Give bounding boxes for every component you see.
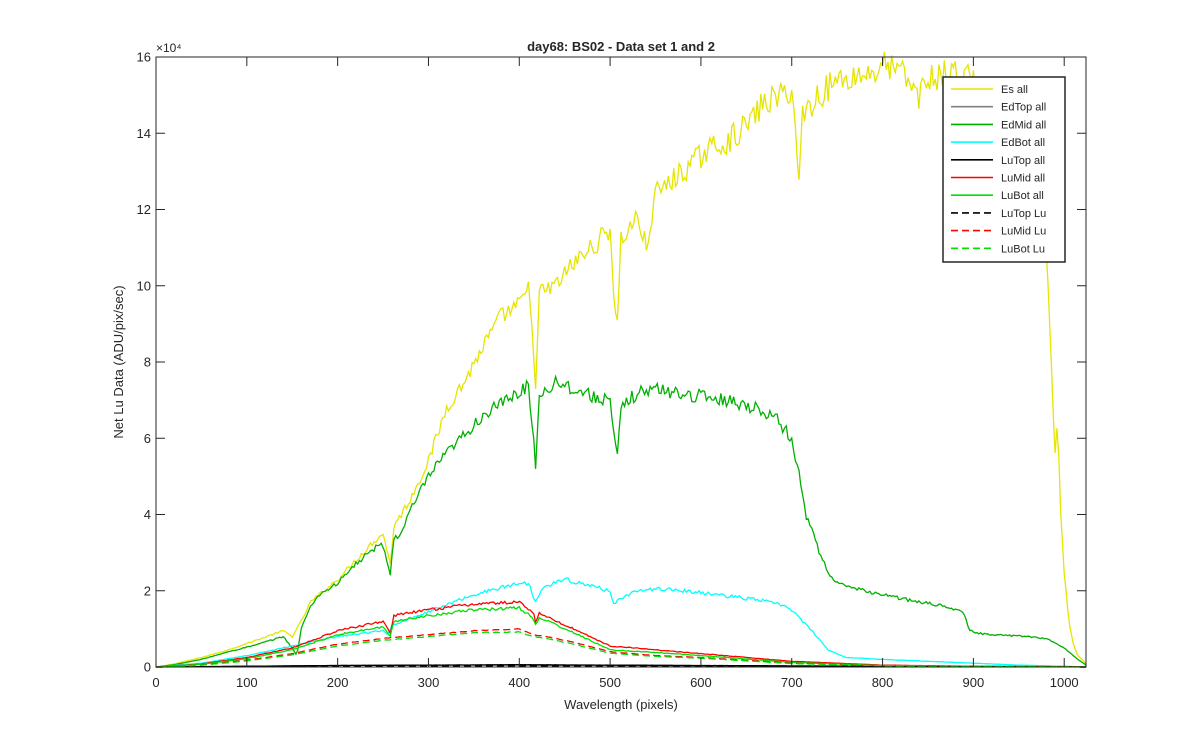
axis-ticks: 0 100 200 300 400 500 600 700 800 900 1000 0 2 4 6 8 10 1… <box>137 50 1086 690</box>
y-tick-label: 16 <box>137 50 151 65</box>
y-tick-label: 0 <box>144 660 151 675</box>
x-tick-label: 400 <box>508 675 530 690</box>
y-tick-label: 8 <box>144 355 151 370</box>
y-tick-label: 6 <box>144 431 151 446</box>
series-line-0 <box>155 51 1087 668</box>
legend-label: EdTop all <box>1001 102 1046 114</box>
y-tick-label: 14 <box>137 126 151 141</box>
x-tick-label: 100 <box>236 675 258 690</box>
legend-label: LuMid Lu <box>1001 226 1046 238</box>
chart-title: day68: BS02 - Data set 1 and 2 <box>527 39 715 54</box>
legend-label: LuTop Lu <box>1001 208 1046 220</box>
legend: Es all EdTop all EdMid all EdBot all LuTop a… <box>942 76 1066 263</box>
x-tick-label: 200 <box>327 675 349 690</box>
series-line-2 <box>155 374 1087 668</box>
y-tick-label: 2 <box>144 583 151 598</box>
legend-label: LuBot Lu <box>1001 243 1045 255</box>
x-tick-label: 800 <box>872 675 894 690</box>
series-line-8 <box>155 628 1086 668</box>
legend-label: LuMid all <box>1001 173 1045 185</box>
y-axis-exponent-label: ×10⁴ <box>156 41 182 55</box>
x-tick-label: 1000 <box>1050 675 1079 690</box>
y-axis-label: Net Lu Data (ADU/pix/sec) <box>111 285 126 438</box>
x-tick-label: 900 <box>963 675 985 690</box>
series-line-5 <box>155 600 1086 668</box>
y-tick-label: 12 <box>137 202 151 217</box>
x-axis-label: Wavelength (pixels) <box>564 697 678 712</box>
series-line-9 <box>155 631 1086 668</box>
x-tick-label: 600 <box>690 675 712 690</box>
y-tick-label: 10 <box>137 278 151 293</box>
series-line-6 <box>155 605 1086 668</box>
legend-label: LuBot all <box>1001 190 1044 202</box>
x-tick-label: 300 <box>418 675 440 690</box>
x-tick-label: 500 <box>599 675 621 690</box>
x-tick-label: 0 <box>152 675 159 690</box>
legend-label: Es all <box>1001 84 1028 96</box>
legend-label: EdBot all <box>1001 137 1045 149</box>
series-lines <box>155 51 1087 668</box>
y-tick-label: 4 <box>144 507 151 522</box>
legend-label: LuTop all <box>1001 155 1045 167</box>
x-tick-label: 700 <box>781 675 803 690</box>
legend-label: EdMid all <box>1001 119 1046 131</box>
